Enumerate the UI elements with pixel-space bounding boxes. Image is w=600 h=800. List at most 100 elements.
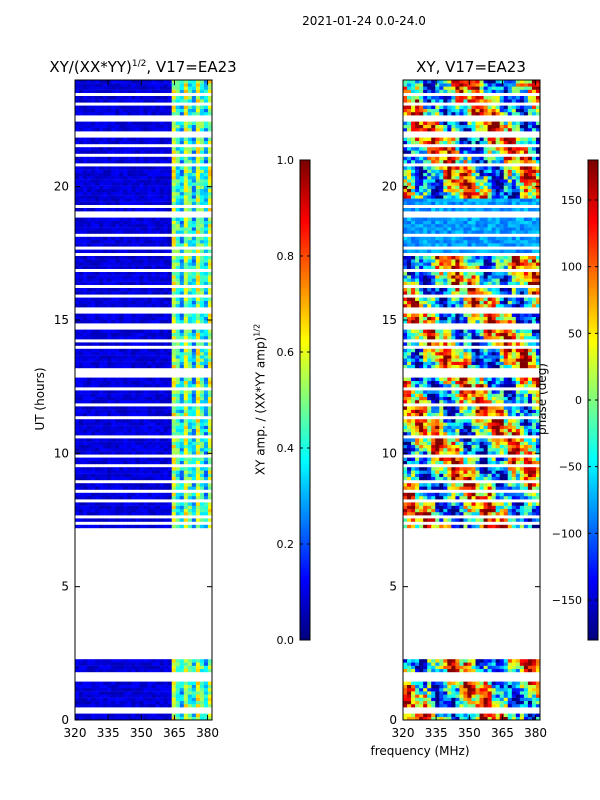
amp-heatmap-cell	[103, 361, 108, 365]
phase-heatmap-cell	[527, 691, 533, 695]
amp-heatmap-cell	[155, 438, 161, 442]
phase-heatmap-cell	[511, 496, 517, 500]
amp-heatmap-cell	[91, 355, 96, 359]
amp-heatmap-cell	[115, 80, 120, 84]
amp-heatmap-cell	[175, 716, 181, 721]
amp-heatmap-cell	[179, 512, 185, 516]
amp-heatmap-cell	[87, 393, 92, 397]
amp-heatmap-cell	[147, 361, 152, 365]
amp-heatmap-cell	[79, 390, 84, 394]
amp-heatmap-cell	[187, 704, 193, 708]
phase-heatmap-cell	[491, 524, 497, 529]
amp-heatmap-cell	[155, 99, 161, 103]
amp-heatmap-cell	[135, 278, 140, 282]
phase-heatmap-cell	[467, 691, 472, 695]
amp-heatmap-cell	[167, 409, 173, 413]
phase-heatmap-cell	[471, 505, 476, 509]
phase-heatmap-cell	[415, 691, 420, 695]
amp-heatmap-cell	[143, 320, 148, 324]
amp-heatmap-cell	[163, 384, 169, 388]
phase-heatmap-cell	[535, 684, 541, 689]
amp-heatmap-cell	[107, 419, 112, 423]
amp-heatmap-cell	[139, 697, 144, 701]
amp-heatmap-cell	[107, 96, 112, 100]
amp-heatmap-cell	[179, 470, 185, 474]
amp-heatmap-cell	[147, 140, 152, 145]
amp-heatmap-cell	[79, 518, 84, 522]
amp-heatmap-cell	[163, 83, 169, 87]
phase-heatmap-cell	[471, 691, 476, 695]
amp-heatmap-cell	[83, 659, 88, 663]
amp-heatmap-cell	[115, 684, 120, 689]
amp-heatmap-cell	[115, 121, 120, 125]
amp-heatmap-cell	[115, 355, 120, 359]
phase-heatmap-cell	[455, 716, 460, 721]
amp-heatmap-cell	[143, 336, 148, 340]
amp-heatmap-cell	[123, 380, 128, 385]
phase-heatmap-cell	[499, 476, 505, 481]
amp-heatmap-cell	[115, 230, 120, 234]
amp-heatmap-cell	[123, 457, 128, 461]
amp-heatmap-cell	[191, 198, 197, 202]
amp-colorbar-segment	[300, 160, 310, 165]
amp-heatmap-cell	[207, 377, 213, 381]
amp-heatmap-cell	[79, 438, 84, 442]
amp-heatmap-cell	[175, 217, 181, 221]
amp-heatmap-cell	[195, 147, 201, 151]
amp-heatmap-cell	[79, 470, 84, 474]
amp-heatmap-cell	[123, 108, 128, 113]
phase-heatmap-cell	[435, 688, 440, 692]
amp-heatmap-cell	[183, 716, 189, 721]
amp-colorbar-tick-label: 0.4	[277, 442, 295, 455]
amp-heatmap-cell	[203, 195, 209, 199]
amp-heatmap-cell	[155, 681, 161, 685]
amp-heatmap-cell	[87, 288, 92, 292]
amp-heatmap-cell	[103, 169, 108, 173]
amp-heatmap-cell	[95, 524, 100, 529]
amp-heatmap-cell	[171, 716, 177, 721]
amp-heatmap-cell	[143, 473, 148, 477]
amp-heatmap-cell	[91, 352, 96, 356]
phase-heatmap-cell	[431, 691, 436, 695]
amp-heatmap-cell	[183, 665, 189, 669]
amp-heatmap-cell	[143, 716, 148, 721]
phase-heatmap-cell	[495, 713, 501, 717]
amp-heatmap-cell	[171, 188, 177, 193]
amp-heatmap-cell	[207, 249, 213, 253]
phase-heatmap-cell	[435, 518, 440, 522]
amp-heatmap-cell	[131, 316, 136, 321]
amp-heatmap-cell	[151, 201, 156, 205]
phase-heatmap-cell	[483, 688, 489, 692]
amp-heatmap-cell	[187, 473, 193, 477]
amp-heatmap-cell	[99, 179, 104, 183]
amp-heatmap-cell	[179, 166, 185, 170]
amp-heatmap-cell	[195, 681, 201, 685]
amp-heatmap-cell	[171, 396, 177, 401]
amp-colorbar-segment	[300, 584, 310, 589]
amp-heatmap-cell	[127, 156, 132, 161]
phase-heatmap-cell	[499, 492, 505, 497]
amp-heatmap-cell	[83, 470, 88, 474]
phase-heatmap-cell	[495, 518, 501, 522]
amp-heatmap-cell	[191, 704, 197, 708]
amp-heatmap-cell	[163, 112, 169, 116]
amp-heatmap-cell	[167, 198, 173, 202]
phase-heatmap-cell	[467, 704, 472, 708]
amp-heatmap-cell	[91, 192, 96, 196]
amp-heatmap-cell	[83, 409, 88, 413]
amp-heatmap-cell	[119, 460, 124, 465]
phase-heatmap-cell	[499, 524, 505, 529]
amp-heatmap-cell	[151, 496, 156, 500]
amp-heatmap-cell	[207, 476, 213, 481]
amp-heatmap-cell	[119, 691, 124, 695]
amp-heatmap-cell	[135, 518, 140, 522]
phase-heatmap-cell	[527, 518, 533, 522]
amp-heatmap-cell	[147, 137, 152, 141]
amp-colorbar-segment	[300, 168, 310, 173]
amp-heatmap-cell	[191, 355, 197, 359]
amp-heatmap-cell	[155, 492, 161, 497]
amp-heatmap-cell	[107, 361, 112, 365]
amp-heatmap-cell	[179, 438, 185, 442]
amp-heatmap-cell	[111, 348, 116, 353]
amp-heatmap-cell	[183, 473, 189, 477]
